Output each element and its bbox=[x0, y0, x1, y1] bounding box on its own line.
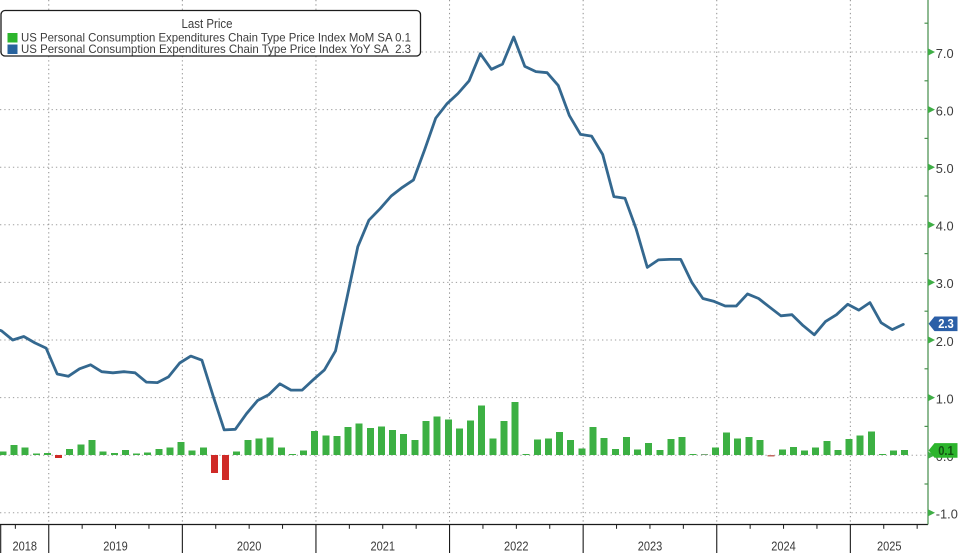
svg-text:Last Price: Last Price bbox=[182, 17, 233, 31]
svg-text:2019: 2019 bbox=[103, 538, 128, 553]
svg-text:-1.0: -1.0 bbox=[936, 507, 958, 522]
svg-text:2023: 2023 bbox=[638, 538, 663, 553]
svg-text:2021: 2021 bbox=[371, 538, 396, 553]
svg-text:6.0: 6.0 bbox=[936, 103, 954, 118]
svg-text:US Personal Consumption Expend: US Personal Consumption Expenditures Cha… bbox=[21, 42, 411, 56]
svg-text:2.3: 2.3 bbox=[938, 317, 954, 331]
svg-text:2024: 2024 bbox=[771, 538, 796, 553]
svg-text:US Personal Consumption Expend: US Personal Consumption Expenditures Cha… bbox=[21, 30, 411, 44]
svg-text:2018: 2018 bbox=[12, 538, 37, 553]
svg-text:2020: 2020 bbox=[237, 538, 262, 553]
svg-text:7.0: 7.0 bbox=[936, 46, 954, 61]
svg-text:2025: 2025 bbox=[877, 538, 902, 553]
svg-text:5.0: 5.0 bbox=[936, 161, 954, 176]
svg-text:2.0: 2.0 bbox=[936, 334, 954, 349]
svg-text:1.0: 1.0 bbox=[936, 391, 954, 406]
svg-text:4.0: 4.0 bbox=[936, 219, 954, 234]
svg-text:3.0: 3.0 bbox=[936, 276, 954, 291]
svg-text:0.1: 0.1 bbox=[938, 444, 954, 458]
svg-text:2022: 2022 bbox=[504, 538, 529, 553]
